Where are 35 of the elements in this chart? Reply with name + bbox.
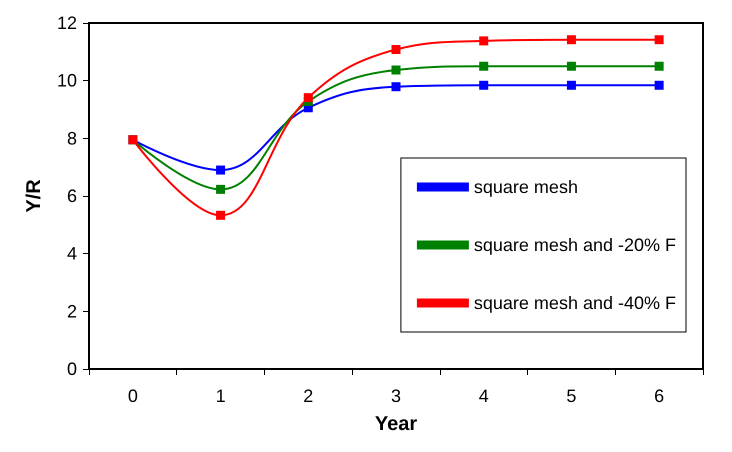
x-tick-label: 1 — [216, 386, 226, 406]
legend-label: square mesh and -20% F — [474, 235, 676, 255]
point — [479, 62, 488, 71]
x-tick-label: 6 — [654, 386, 664, 406]
point — [654, 62, 664, 71]
y-tick-label: 6 — [66, 186, 77, 206]
legend-label: square mesh and -40% F — [474, 293, 676, 313]
y-tick-label: 2 — [66, 301, 77, 322]
x-axis-title: Year — [374, 413, 418, 435]
point — [304, 93, 313, 102]
point — [392, 66, 400, 74]
y-tick-label: 12 — [56, 13, 77, 33]
y-tick-label: 0 — [66, 359, 77, 379]
point — [479, 36, 488, 46]
y-tick-label: 4 — [66, 244, 77, 264]
x-tick-label: 0 — [128, 386, 138, 406]
y-axis-title: Y/R — [23, 178, 45, 213]
point — [479, 80, 488, 90]
point — [654, 80, 664, 90]
point — [216, 184, 226, 194]
point — [654, 35, 664, 44]
y-tick-label: 8 — [66, 128, 77, 148]
legend-label: square mesh — [474, 177, 578, 197]
point — [392, 45, 400, 54]
point — [216, 166, 226, 175]
x-tick-label: 2 — [303, 386, 314, 406]
x-tick-label: 4 — [478, 386, 489, 406]
y-tick-label: 10 — [56, 70, 77, 91]
x-tick-label: 5 — [566, 386, 576, 406]
point — [566, 35, 576, 44]
point — [216, 210, 226, 220]
point — [566, 62, 576, 71]
point — [392, 82, 400, 92]
x-tick-label: 3 — [390, 386, 402, 406]
point — [566, 80, 576, 90]
